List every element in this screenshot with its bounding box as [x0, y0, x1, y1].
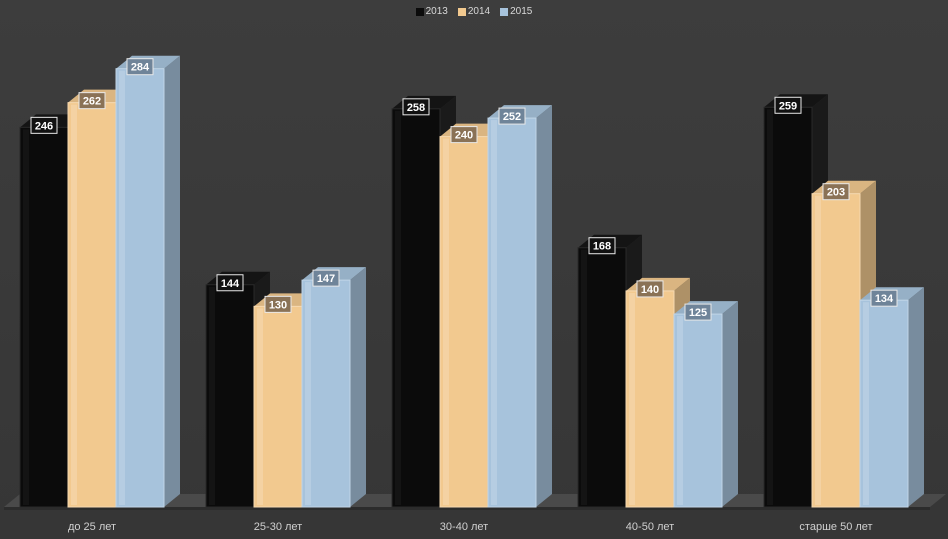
- legend-item-2015: 2015: [500, 6, 532, 17]
- data-label-box-2014-4: [822, 183, 850, 201]
- bar-2013-1: [205, 284, 255, 508]
- x-tick-label-1: 25-30 лет: [254, 521, 302, 533]
- bar-2015-2: [487, 117, 537, 508]
- bar-highlight-2015-4: [863, 302, 869, 505]
- data-label-box-2013-0: [30, 116, 58, 134]
- bar-side-2015-2: [536, 105, 552, 507]
- data-label-2015-3: 125: [689, 307, 707, 319]
- legend-label-2013: 2013: [425, 6, 448, 17]
- data-label-box-2013-4: [774, 96, 802, 114]
- data-label-2014-1: 130: [269, 299, 287, 311]
- bar-highlight-2014-3: [629, 292, 635, 505]
- data-label-box-2014-0: [78, 92, 106, 110]
- data-label-box-2015-1: [312, 269, 340, 287]
- x-tick-label-3: 40-50 лет: [626, 521, 674, 533]
- bar-highlight-2014-2: [443, 138, 449, 505]
- data-label-2014-4: 203: [827, 187, 845, 199]
- bar-highlight-2013-1: [209, 286, 215, 505]
- bar-highlight-2014-1: [257, 308, 263, 505]
- legend-label-2015: 2015: [510, 6, 533, 17]
- legend-swatch-2013: [415, 7, 424, 16]
- data-label-2014-3: 140: [641, 284, 659, 296]
- bar-highlight-2014-0: [71, 104, 77, 505]
- bar-side-2015-4: [908, 287, 924, 507]
- bar-highlight-2015-1: [305, 282, 311, 505]
- bar-highlight-2015-2: [491, 120, 497, 505]
- data-label-box-2014-2: [450, 126, 478, 144]
- data-label-2014-0: 262: [83, 96, 101, 108]
- bar-2013-2: [391, 108, 441, 508]
- data-label-2015-2: 252: [503, 111, 521, 123]
- legend-item-2013: 2013: [415, 6, 448, 17]
- x-tick-label-4: старше 50 лет: [799, 521, 872, 533]
- data-label-2013-4: 259: [779, 100, 797, 112]
- legend-item-2014: 2014: [457, 6, 491, 17]
- data-label-2013-1: 144: [221, 278, 240, 290]
- bar-2014-2: [439, 136, 489, 508]
- bar-highlight-2013-3: [581, 249, 587, 505]
- data-label-box-2015-4: [870, 289, 898, 307]
- data-label-box-2014-1: [264, 295, 292, 313]
- data-label-2015-0: 284: [131, 62, 150, 74]
- legend: 2013 2014 2015: [0, 6, 948, 17]
- bar-highlight-2015-0: [119, 70, 125, 506]
- bar-2014-3: [625, 290, 675, 508]
- data-label-2013-0: 246: [35, 120, 53, 132]
- legend-label-2014: 2014: [467, 6, 491, 17]
- bar-highlight-2013-0: [23, 129, 29, 505]
- x-tick-label-0: до 25 лет: [68, 521, 116, 533]
- x-tick-label-2: 30-40 лет: [440, 521, 488, 533]
- data-label-2015-4: 134: [875, 293, 894, 305]
- data-label-box-2013-2: [402, 98, 430, 116]
- bar-2015-0: [115, 68, 165, 508]
- bar-side-2015-0: [164, 55, 180, 508]
- data-label-box-2015-0: [126, 58, 154, 76]
- chart-floor-edge: [4, 507, 930, 510]
- data-label-box-2013-3: [588, 237, 616, 255]
- data-label-2014-2: 240: [455, 130, 473, 142]
- bar-highlight-2013-4: [767, 109, 773, 505]
- data-label-box-2013-1: [216, 274, 244, 292]
- bar-side-2015-3: [722, 301, 738, 507]
- data-label-box-2014-3: [636, 280, 664, 298]
- data-label-2015-1: 147: [317, 273, 335, 285]
- bar-highlight-2013-2: [395, 110, 401, 505]
- data-label-box-2015-2: [498, 107, 526, 125]
- bar-2015-4: [859, 299, 909, 508]
- bar-2013-3: [577, 247, 627, 508]
- bar-2015-1: [301, 279, 351, 508]
- data-label-2013-3: 168: [593, 241, 611, 253]
- bar-side-2015-1: [350, 267, 366, 507]
- bar-2014-1: [253, 305, 303, 508]
- bar-2014-4: [811, 193, 861, 508]
- bar-highlight-2014-4: [815, 195, 821, 505]
- data-label-box-2015-3: [684, 303, 712, 321]
- data-label-2013-2: 258: [407, 102, 425, 114]
- legend-swatch-2015: [500, 7, 509, 16]
- bar-highlight-2015-3: [677, 316, 683, 505]
- legend-swatch-2014: [457, 7, 466, 16]
- bar-2015-3: [673, 313, 723, 508]
